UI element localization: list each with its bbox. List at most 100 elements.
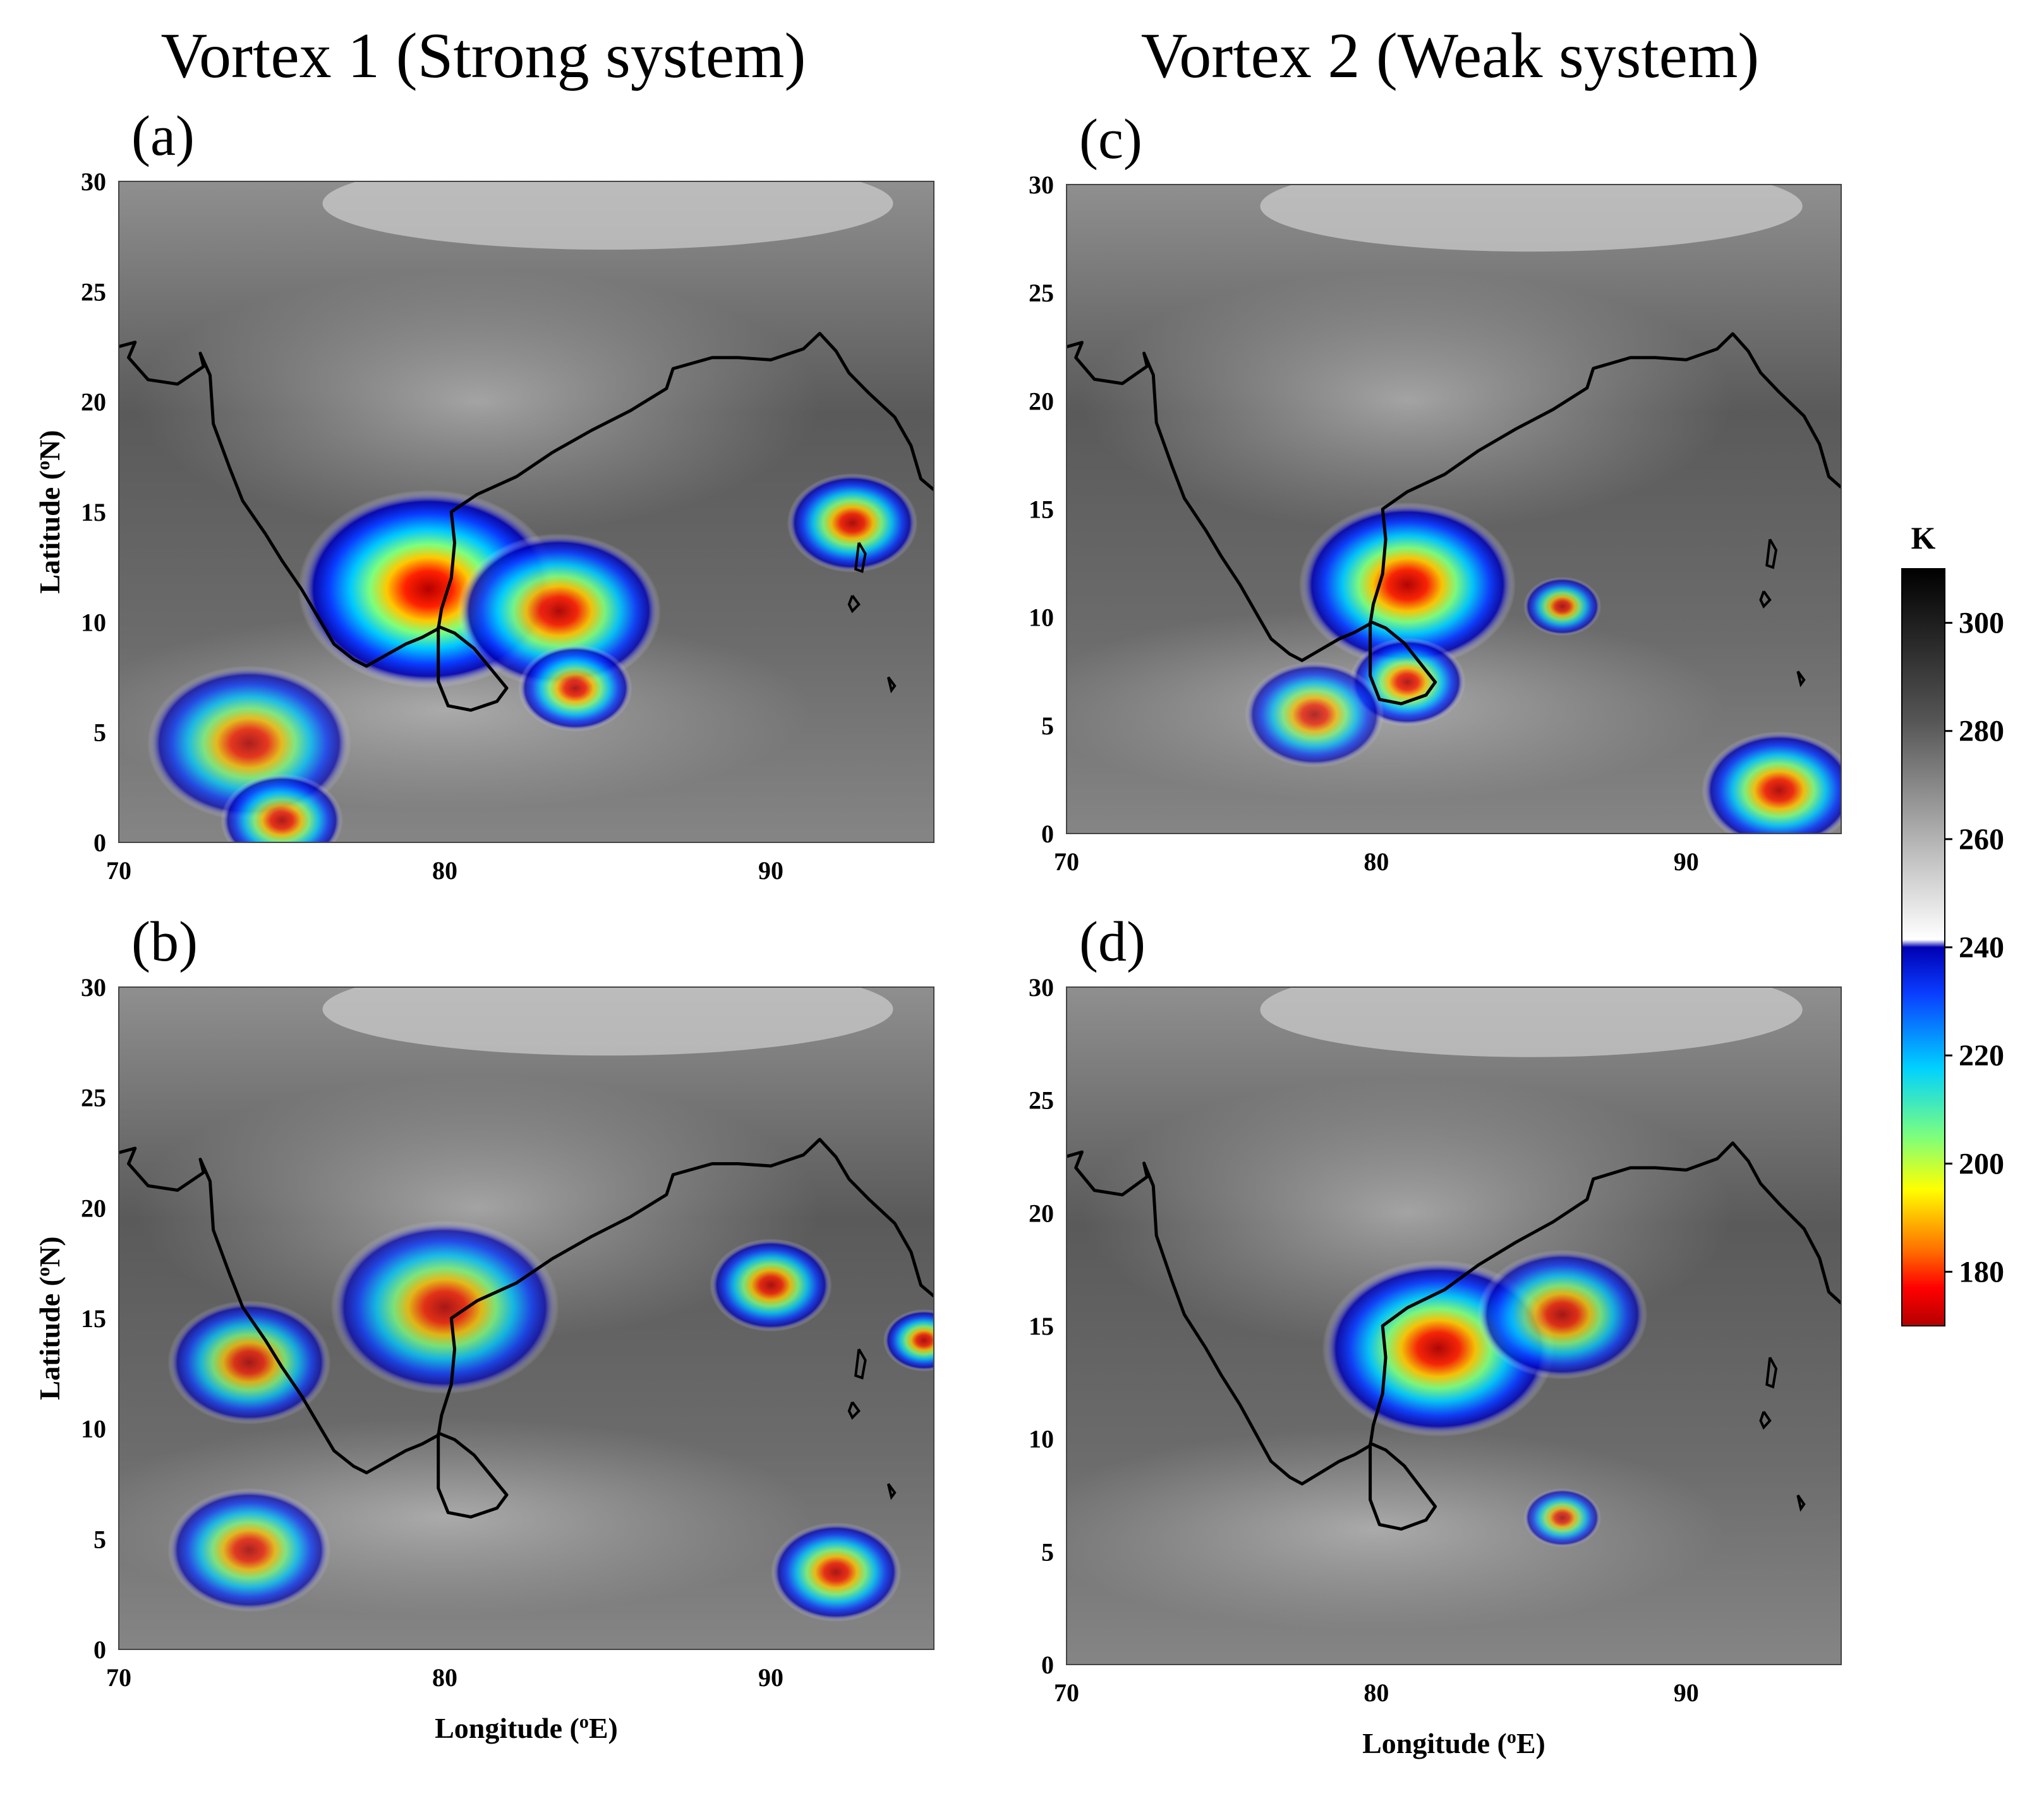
cloud-haze [1082,270,1733,531]
island-outline [1759,1411,1772,1430]
title-right: Vortex 2 (Weak system) [1141,20,1760,92]
convective-cloud [787,473,918,573]
island-outline [847,1401,861,1420]
panel-label-b: (b) [131,911,198,973]
himalaya-snow [322,181,893,250]
x-tick-label: 70 [106,856,131,885]
convective-cloud [1298,502,1516,667]
panel-label-c: (c) [1079,108,1142,171]
x-tick-label: 80 [432,1663,457,1692]
island-outline [1765,1357,1778,1389]
convective-cloud [1523,576,1601,636]
map-frame [118,181,934,843]
colorbar-tick-label: 300 [1959,607,2004,640]
x-tick-label: 90 [1674,847,1699,876]
himalaya-snow [1260,185,1803,252]
y-tick-label: 30 [1029,171,1054,199]
x-tick-label: 80 [432,856,457,885]
y-tick-label: 25 [81,277,106,306]
map-frame [118,986,934,1650]
convective-cloud [221,774,343,842]
x-tick-label: 90 [758,1663,783,1692]
y-tick-label: 10 [1029,1425,1054,1453]
island-outline [1759,590,1772,609]
island-outline [886,1483,897,1500]
y-tick-label: 0 [94,1635,106,1664]
x-axis-label: Longitude (oE) [435,1711,618,1745]
y-tick-label: 25 [1029,279,1054,307]
y-tick-label: 10 [81,608,106,636]
x-axis-label: Longitude (oE) [1362,1726,1545,1760]
y-tick-label: 20 [1029,387,1054,415]
convective-cloud [1702,731,1841,834]
cloud-haze [135,1075,820,1340]
colorbar-tick-label: 260 [1959,823,2004,856]
island-outline [854,1348,867,1380]
y-axis-label: Latitude (oN) [33,1236,66,1400]
y-tick-label: 5 [1041,712,1054,740]
panel-label-d: (d) [1079,911,1146,973]
colorbar-strip [1901,568,1945,1326]
convective-cloud [167,1488,331,1612]
y-tick-label: 30 [81,973,106,1002]
island-outline [1796,670,1806,688]
convective-cloud [518,645,632,732]
y-tick-label: 0 [1041,820,1054,848]
colorbar-unit: K [1911,520,1936,555]
panel-d: (d) 70 80 90 0 5 10 15 20 25 30 Longitude (oE) [1029,911,1842,1760]
convective-cloud [771,1522,902,1622]
convective-cloud [1244,661,1384,768]
y-tick-label: 20 [81,388,106,416]
x-tick-label: 70 [1054,1678,1079,1707]
map-a [119,181,934,842]
island-outline [847,595,861,614]
y-tick-label: 20 [81,1194,106,1222]
y-tick-label: 25 [1029,1086,1054,1115]
panel-label-a: (a) [131,105,195,167]
y-tick-label: 15 [1029,495,1054,524]
map-b [119,987,934,1649]
x-tick-label: 80 [1364,1678,1389,1707]
island-outline [1796,1494,1806,1512]
panel-a: (a) 70 80 90 0 5 10 15 20 25 30 Latitude (oN) [33,105,934,885]
coastline [1067,1141,1841,1486]
map-frame [1066,986,1842,1665]
y-tick-label: 30 [1029,973,1054,1002]
island-outline [886,676,897,694]
coastline [119,1138,934,1474]
himalaya-snow [322,987,893,1056]
himalaya-snow [1260,987,1803,1057]
y-tick-label: 25 [81,1084,106,1112]
map-c [1067,185,1841,834]
y-tick-label: 5 [1041,1538,1054,1566]
island-outline [854,542,867,573]
y-tick-label: 5 [94,719,106,747]
sri-lanka-outline [1369,1441,1437,1531]
panel-c: (c) 70 80 90 0 5 10 15 20 25 30 [1029,108,1842,876]
y-tick-label: 20 [1029,1199,1054,1227]
cloud-haze [1067,1427,1725,1631]
sri-lanka-outline [1369,620,1437,706]
y-tick-label: 5 [94,1525,106,1553]
y-tick-label: 10 [1029,604,1054,632]
convective-cloud [883,1309,934,1371]
title-left: Vortex 1 (Strong system) [161,20,806,92]
x-tick-label: 90 [758,856,783,885]
y-tick-label: 15 [81,1304,106,1333]
convective-cloud [457,533,661,689]
sri-lanka-outline [437,1431,509,1519]
map-d [1067,987,1841,1665]
colorbar-tick-label: 220 [1959,1039,2004,1072]
convective-cloud [710,1239,832,1332]
x-tick-label: 90 [1674,1678,1699,1707]
panel-b: (b) 70 80 90 0 5 10 15 20 25 30 Latitude (oN) Longit… [33,911,934,1745]
cloud-haze [135,269,820,534]
convective-cloud [330,1220,559,1394]
colorbar-tick-label: 200 [1959,1147,2004,1180]
x-tick-label: 70 [1054,847,1079,876]
y-axis-label: Latitude (oN) [33,430,66,593]
convective-cloud [1523,1488,1601,1548]
colorbar-tick-label: 280 [1959,715,2004,748]
